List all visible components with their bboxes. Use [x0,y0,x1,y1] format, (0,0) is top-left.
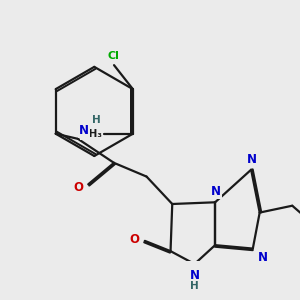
Text: O: O [74,181,84,194]
Text: N: N [258,250,268,264]
Text: H: H [92,115,101,125]
Text: N: N [211,185,221,199]
Text: O: O [130,232,140,246]
Text: Cl: Cl [107,51,119,61]
Text: CH₃: CH₃ [81,129,102,139]
Text: H: H [190,281,199,291]
Text: N: N [190,268,200,282]
Text: N: N [79,124,89,137]
Text: N: N [247,153,257,166]
